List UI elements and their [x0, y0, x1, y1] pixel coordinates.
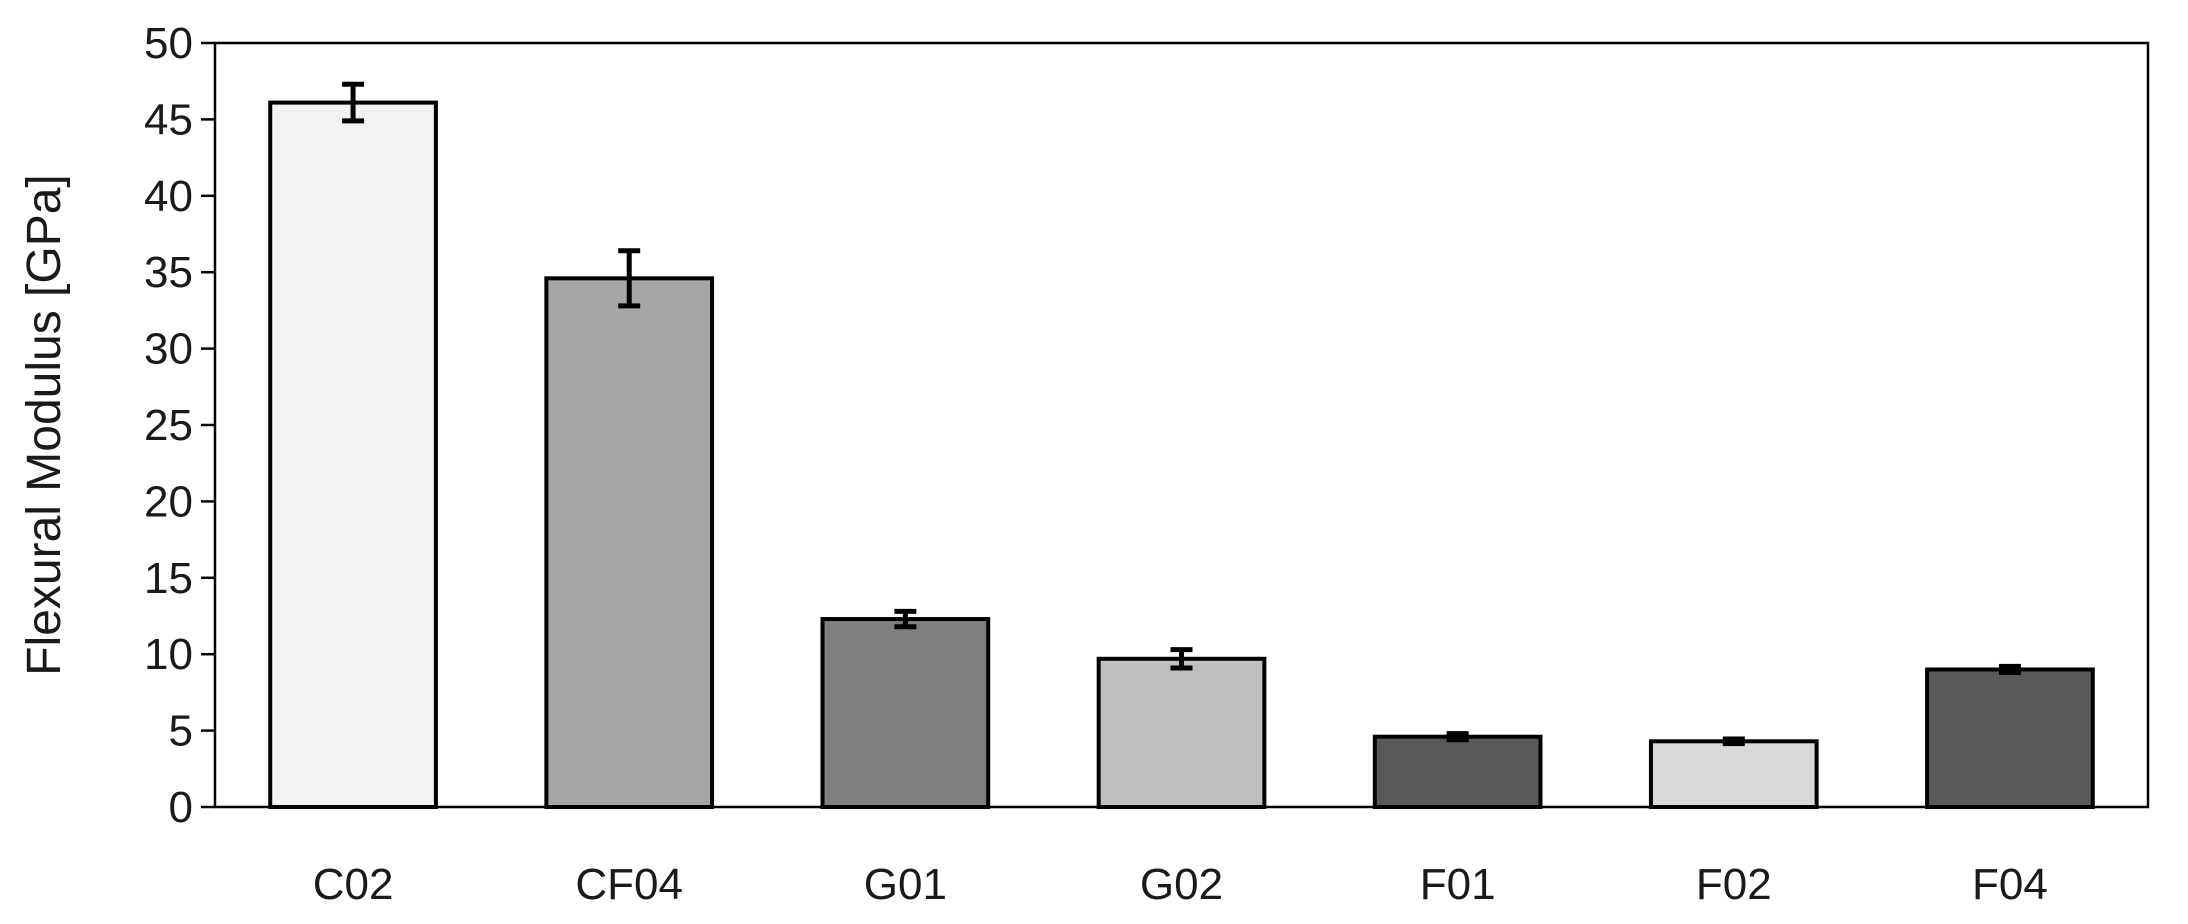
x-axis: C02 CF04 G01 G02 F01 F02 F04 [313, 860, 2048, 909]
bar-f01 [1372, 734, 1543, 809]
x-tick-label-f02: F02 [1696, 860, 1772, 909]
bars-group [268, 100, 2095, 810]
y-tick-label: 15 [144, 554, 193, 603]
y-tick-label: 30 [144, 325, 193, 374]
y-tick-label: 40 [144, 172, 193, 221]
y-tick-label: 25 [144, 401, 193, 450]
bar-f02 [1648, 739, 1819, 810]
bar-g01 [820, 617, 991, 810]
y-tick-label: 45 [144, 95, 193, 144]
bar-g02 [1096, 656, 1267, 809]
x-tick-label-c02: C02 [313, 860, 394, 909]
y-tick-label: 20 [144, 477, 193, 526]
y-tick-label: 50 [144, 19, 193, 68]
bar-f04 [1925, 667, 2095, 809]
bar-cf04 [544, 276, 715, 809]
y-tick-label: 10 [144, 630, 193, 679]
bar-c02 [268, 100, 438, 810]
x-tick-label-g01: G01 [864, 860, 947, 909]
x-tick-label-f01: F01 [1420, 860, 1496, 909]
x-tick-label-f04: F04 [1972, 860, 2048, 909]
y-axis-title: Flexural Modulus [GPa] [18, 174, 71, 676]
y-tick-label: 0 [169, 783, 193, 832]
x-tick-label-g02: G02 [1140, 860, 1223, 909]
y-tick-label: 5 [169, 707, 193, 756]
y-axis: 0 5 10 15 20 25 30 35 40 45 50 [144, 19, 215, 832]
x-tick-label-cf04: CF04 [575, 860, 683, 909]
error-bars-group [342, 81, 2021, 747]
y-tick-label: 35 [144, 248, 193, 297]
